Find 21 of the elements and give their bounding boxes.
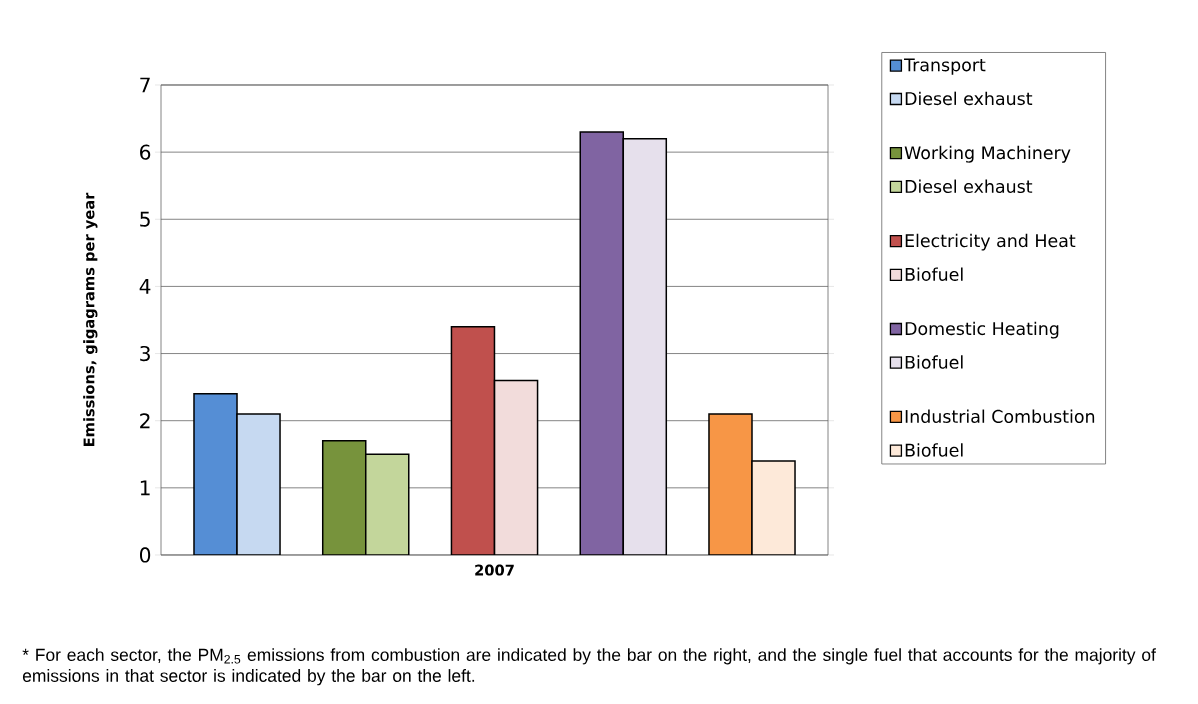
y-tick-label: 0 (139, 547, 151, 563)
legend-label: Diesel exhaust (905, 91, 1033, 106)
legend-label: Biofuel (905, 267, 963, 281)
y-tick-label: 4 (139, 279, 151, 294)
y-tick-label: 3 (140, 345, 150, 362)
y-tick-label: 2 (140, 413, 150, 429)
legend-label: Industrial Combustion (905, 409, 1095, 424)
legend-label: Biofuel (905, 443, 963, 457)
y-axis-title: Emissions, gigagrams per year (83, 192, 98, 447)
legend-label: Domestic Heating (905, 321, 1059, 339)
text: * For each sector, the PM$_{2.5}$ emissions from combustion are indicated by the bar on the right, and the single fuel that accounts for the majority of emissions in that sector is indicated by the bar on the left. (22, 648, 1156, 686)
y-tick-label: 5 (140, 211, 150, 227)
legend-label: Diesel exhaust (905, 179, 1033, 194)
x-tick-label: 2007 (475, 564, 514, 576)
y-tick-label: 7 (140, 77, 150, 93)
legend-label: Biofuel (905, 355, 963, 369)
y-tick-label: 6 (140, 144, 151, 160)
legend-label: Transport (904, 58, 986, 75)
legend-label: Electricity and Heat (905, 233, 1076, 251)
legend-label: Working Machinery (904, 145, 1071, 163)
y-tick-label: 1 (140, 480, 150, 496)
